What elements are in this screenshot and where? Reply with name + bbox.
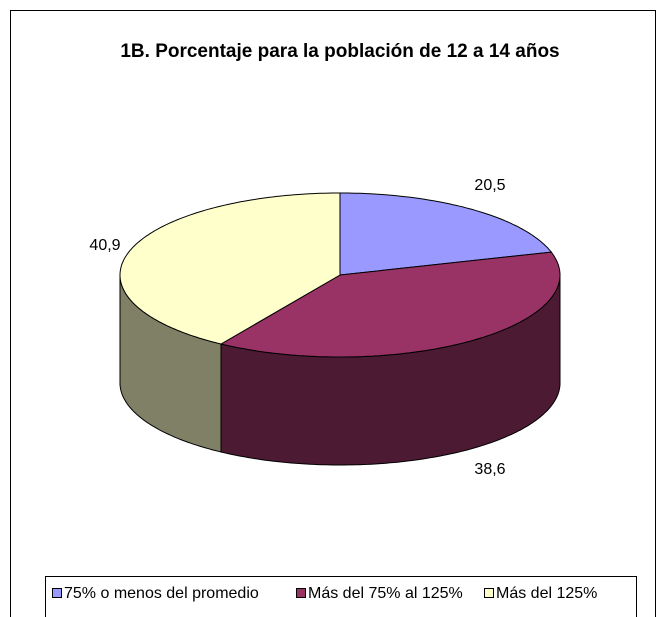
slice bbox=[119, 192, 341, 345]
legend-label: Más del 125% bbox=[496, 585, 597, 602]
data-label: 38,6 bbox=[474, 461, 505, 478]
slice bbox=[339, 192, 553, 276]
slice bbox=[219, 251, 561, 358]
legend-swatch bbox=[52, 588, 62, 598]
legend-swatch bbox=[296, 588, 306, 598]
legend-label: Más del 75% al 125% bbox=[308, 585, 463, 602]
legend-label: 75% o menos del promedio bbox=[64, 585, 259, 602]
data-label: 40,9 bbox=[89, 237, 120, 254]
legend-swatch bbox=[484, 588, 494, 598]
legend-box bbox=[45, 576, 637, 617]
chart-title: 1B. Porcentaje para la población de 12 a… bbox=[120, 41, 559, 62]
data-label: 20,5 bbox=[474, 177, 505, 194]
